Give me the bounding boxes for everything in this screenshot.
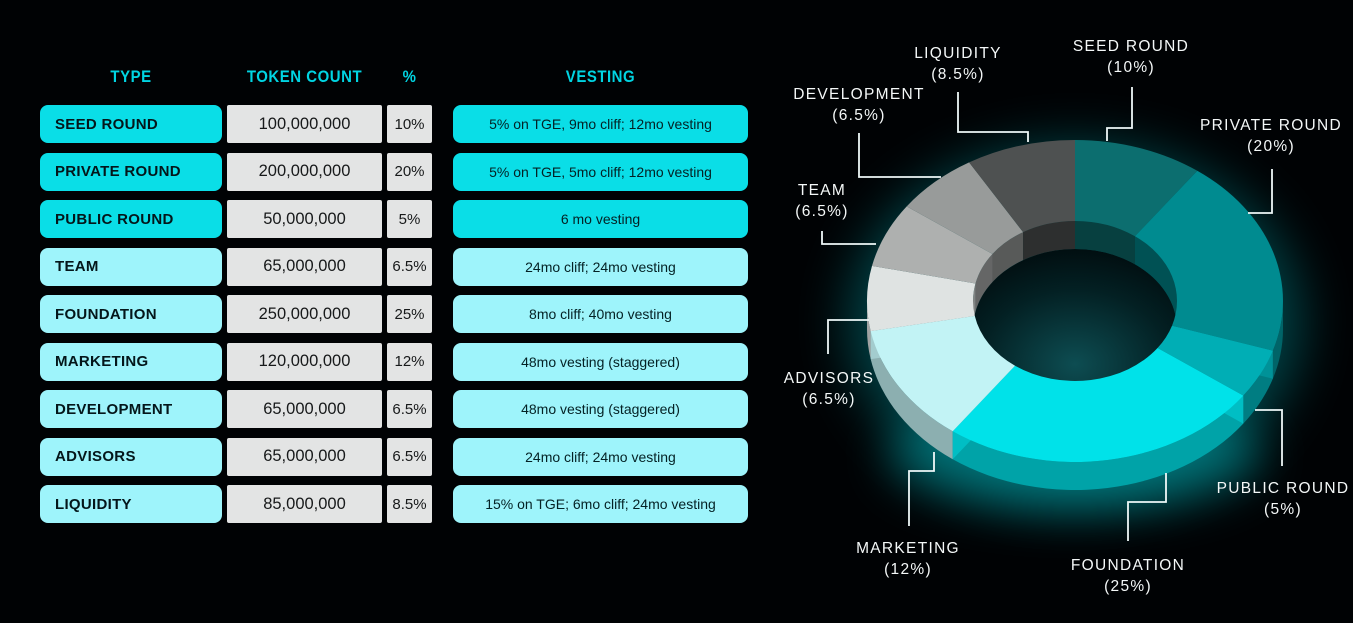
vesting-cell: 48mo vesting (staggered) [453, 342, 748, 381]
percent-cell: 20% [387, 152, 432, 191]
token-count-cell: 120,000,000 [227, 342, 382, 381]
percent-cell: 5% [387, 200, 432, 238]
leader-line-advisors [827, 319, 869, 354]
vesting-cell: 15% on TGE; 6mo cliff; 24mo vesting [453, 485, 748, 523]
percent-cell: 6.5% [387, 437, 432, 476]
leader-line-foundation [1127, 473, 1167, 541]
donut-inner-wall-development [992, 232, 1024, 282]
donut-slice-team [872, 206, 993, 284]
donut-outer-wall-marketing [870, 331, 953, 460]
donut-inner-wall-seed-round [1075, 221, 1135, 265]
percent-cell: 25% [387, 295, 432, 333]
vesting-cell: 5% on TGE, 9mo cliff; 12mo vesting [453, 105, 748, 143]
leader-line-private-round [1248, 169, 1273, 214]
allocation-type-cell: TEAM [40, 247, 222, 286]
donut-inner-wall-liquidity [1023, 221, 1075, 261]
vesting-cell: 48mo vesting (staggered) [453, 390, 748, 428]
percent-cell: 6.5% [387, 390, 432, 428]
donut-slice-advisors [866, 265, 976, 332]
vesting-cell: 5% on TGE, 5mo cliff; 12mo vesting [453, 152, 748, 191]
allocation-type-cell: PRIVATE ROUND [40, 152, 222, 191]
donut-outer-wall-private-round [1272, 301, 1283, 379]
token-count-cell: 250,000,000 [227, 295, 382, 333]
leader-line-public-round [1255, 409, 1283, 466]
donut-slice-liquidity [969, 140, 1075, 233]
allocation-type-cell: LIQUIDITY [40, 485, 222, 523]
percent-cell: 10% [387, 105, 432, 143]
donut-slice-private-round [1134, 170, 1283, 351]
allocation-type-cell: DEVELOPMENT [40, 390, 222, 428]
allocation-type-cell: ADVISORS [40, 437, 222, 476]
donut-inner-wall-private-round [1134, 236, 1177, 329]
token-count-cell: 100,000,000 [227, 105, 382, 143]
header-vesting: VESTING [565, 67, 636, 86]
donut-slice-development [906, 162, 1024, 254]
donut-slice-foundation [952, 348, 1244, 462]
donut-inner-wall-team [975, 253, 993, 312]
token-count-cell: 65,000,000 [227, 437, 382, 476]
header-token-count: TOKEN COUNT [246, 67, 363, 86]
percent-cell: 6.5% [387, 247, 432, 286]
vesting-cell: 24mo cliff; 24mo vesting [453, 437, 748, 476]
token-count-cell: 65,000,000 [227, 247, 382, 286]
leader-line-seed-round [1106, 87, 1133, 141]
vesting-cell: 6 mo vesting [453, 200, 748, 238]
leader-line-development [858, 133, 941, 178]
donut-outer-wall-advisors [867, 301, 871, 360]
donut-slice-public-round [1157, 325, 1273, 396]
donut-slice-seed-round [1075, 140, 1198, 237]
percent-cell: 8.5% [387, 485, 432, 523]
donut-slice-marketing [870, 315, 1016, 432]
donut-outer-wall-foundation [952, 395, 1244, 490]
token-count-cell: 50,000,000 [227, 200, 382, 238]
header-percent: % [402, 67, 417, 86]
leader-line-team [821, 231, 876, 245]
token-count-cell: 200,000,000 [227, 152, 382, 191]
allocation-type-cell: FOUNDATION [40, 295, 222, 333]
allocation-type-cell: SEED ROUND [40, 105, 222, 143]
leader-line-marketing [908, 452, 935, 526]
vesting-cell: 8mo cliff; 40mo vesting [453, 295, 748, 333]
allocation-type-cell: MARKETING [40, 342, 222, 381]
leader-line-liquidity [957, 92, 1029, 142]
allocation-type-cell: PUBLIC ROUND [40, 200, 222, 238]
header-type: TYPE [110, 67, 152, 86]
token-count-cell: 65,000,000 [227, 390, 382, 428]
token-count-cell: 85,000,000 [227, 485, 382, 523]
donut-hole [973, 249, 1177, 409]
percent-cell: 12% [387, 342, 432, 381]
vesting-cell: 24mo cliff; 24mo vesting [453, 247, 748, 286]
